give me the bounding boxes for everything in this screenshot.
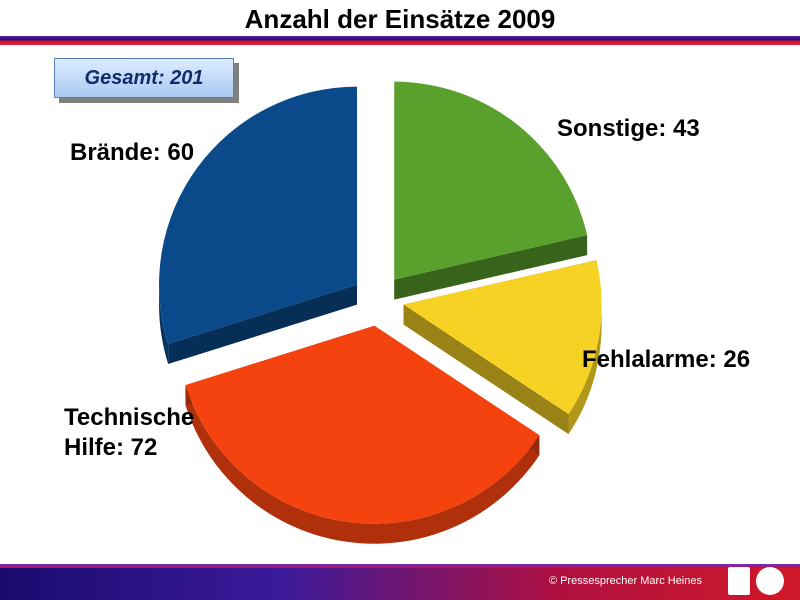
top-band: [0, 36, 800, 45]
slice-label-sonstige: Sonstige: 43: [557, 115, 700, 142]
fire-brigade-logo-icon: [756, 567, 784, 595]
slice-label-technische-hilfe-line2: Hilfe: 72: [64, 434, 158, 461]
slice-edge-sonstige-1: [394, 235, 588, 300]
slice-label-technische-hilfe-line1: Technische: [64, 404, 195, 431]
slice-fehlalarme: [403, 260, 602, 415]
slice-side-braende: [159, 284, 169, 365]
total-badge: Gesamt: 201: [54, 58, 234, 98]
slice-label-technische-hilfe: Technische Hilfe: 72: [64, 403, 194, 463]
slice-sonstige: [394, 81, 588, 280]
slice-technische-hilfe: [185, 325, 540, 524]
slice-side-fehlalarme: [568, 304, 602, 435]
bottom-band: [0, 564, 800, 600]
slice-braende: [159, 86, 358, 345]
slice-edge-fehlalarme-1: [403, 304, 569, 435]
slice-edge-braende-0: [168, 284, 358, 365]
slice-label-fehlalarme: Fehlalarme: 26: [582, 346, 751, 373]
coat-of-arms-icon: [728, 567, 750, 595]
chart-title: Anzahl der Einsätze 2009: [244, 4, 556, 34]
slice-side-technische-hilfe: [185, 385, 540, 544]
slice-label-braende: Brände: 60: [70, 139, 195, 166]
footer-copyright: © Pressesprecher Marc Heines: [549, 575, 702, 587]
